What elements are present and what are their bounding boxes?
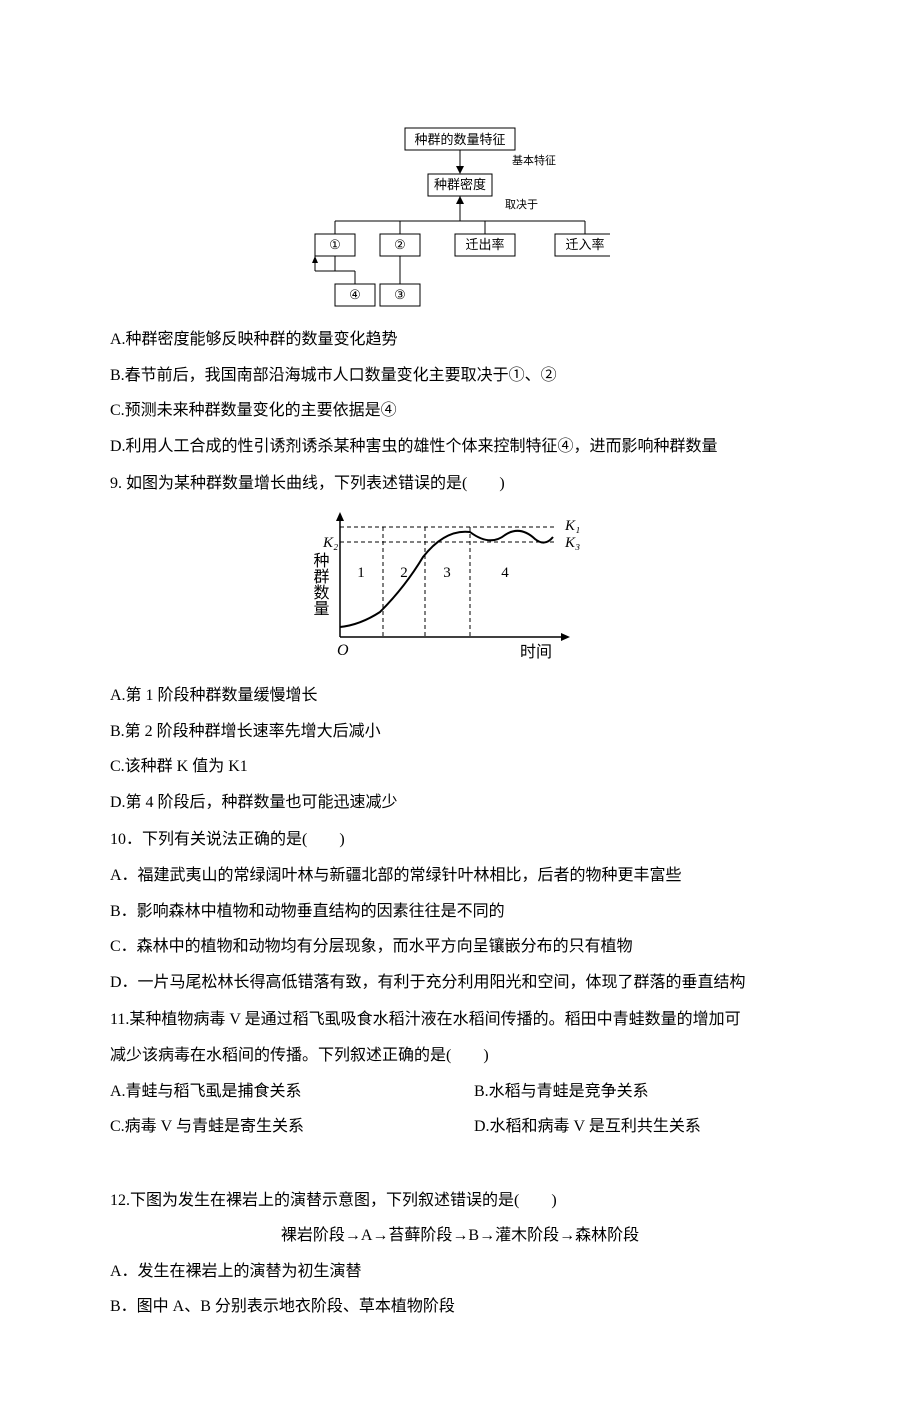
d9-ylabel: 种群数量 bbox=[311, 552, 330, 616]
d8-arrow2-label: 取决于 bbox=[505, 198, 538, 211]
q11-optB: B.水稻与青蛙是竞争关系 bbox=[474, 1075, 810, 1109]
q10-optB: B．影响森林中植物和动物垂直结构的因素往往是不同的 bbox=[110, 895, 810, 929]
q12-stem: 12.下图为发生在裸岩上的演替示意图，下列叙述错误的是( ) bbox=[110, 1184, 810, 1218]
d9-seg1: 1 bbox=[357, 565, 365, 581]
diagram-q8: 种群的数量特征 基本特征 种群密度 取决于 ① ② 迁出率 迁入率 bbox=[110, 126, 810, 311]
d9-seg2: 2 bbox=[400, 565, 408, 581]
d8-r2-2: ③ bbox=[394, 287, 406, 302]
d8-r1-4: 迁入率 bbox=[565, 237, 604, 252]
q9-optD: D.第 4 阶段后，种群数量也可能迅速减少 bbox=[110, 786, 810, 820]
q12-optB: B．图中 A、B 分别表示地衣阶段、草本植物阶段 bbox=[110, 1290, 810, 1324]
q11-optA: A.青蛙与稻飞虱是捕食关系 bbox=[110, 1075, 474, 1109]
q9-optB: B.第 2 阶段种群增长速率先增大后减小 bbox=[110, 715, 810, 749]
d9-seg3: 3 bbox=[443, 565, 451, 581]
d9-k3: K₃ bbox=[564, 535, 580, 551]
q10-optA: A．福建武夷山的常绿阔叶林与新疆北部的常绿针叶林相比，后者的物种更丰富些 bbox=[110, 859, 810, 893]
d8-r2-1: ④ bbox=[349, 287, 361, 302]
q9-optC: C.该种群 K 值为 K1 bbox=[110, 750, 810, 784]
q8-optB: B.春节前后，我国南部沿海城市人口数量变化主要取决于①、② bbox=[110, 359, 810, 393]
q12-succession: 裸岩阶段→A→苔藓阶段→B→灌木阶段→森林阶段 bbox=[110, 1219, 810, 1253]
d9-k2: K₂ bbox=[322, 535, 338, 551]
q12-optA: A．发生在裸岩上的演替为初生演替 bbox=[110, 1255, 810, 1289]
d8-box1: 种群的数量特征 bbox=[414, 132, 505, 147]
d8-box2: 种群密度 bbox=[434, 177, 486, 192]
q8-optC: C.预测未来种群数量变化的主要依据是④ bbox=[110, 394, 810, 428]
d8-r1-3: 迁出率 bbox=[465, 237, 504, 252]
q10-optD: D．一片马尾松林长得高低错落有致，有利于充分利用阳光和空间，体现了群落的垂直结构 bbox=[110, 966, 810, 1000]
d8-arrow1-label: 基本特征 bbox=[512, 153, 556, 167]
q11-optC: C.病毒 V 与青蛙是寄生关系 bbox=[110, 1110, 474, 1144]
q11-stem1: 11.某种植物病毒 V 是通过稻飞虱吸食水稻汁液在水稻间传播的。稻田中青蛙数量的… bbox=[110, 1003, 810, 1037]
q10-optC: C．森林中的植物和动物均有分层现象，而水平方向呈镶嵌分布的只有植物 bbox=[110, 930, 810, 964]
q8-optA: A.种群密度能够反映种群的数量变化趋势 bbox=[110, 323, 810, 357]
d9-xlabel: 时间 bbox=[520, 643, 552, 661]
d9-origin: O bbox=[337, 642, 349, 659]
d8-r1-1: ① bbox=[329, 237, 341, 252]
q11-optD: D.水稻和病毒 V 是互利共生关系 bbox=[474, 1110, 810, 1144]
d9-k1: K₁ bbox=[564, 518, 580, 534]
diagram-q9: 种群数量 K₂ K₁ K₃ 1 2 3 4 O 时间 bbox=[110, 507, 810, 667]
q10-stem: 10．下列有关说法正确的是( ) bbox=[110, 823, 810, 857]
q8-optD: D.利用人工合成的性引诱剂诱杀某种害虫的雄性个体来控制特征④，进而影响种群数量 bbox=[110, 430, 810, 464]
q9-optA: A.第 1 阶段种群数量缓慢增长 bbox=[110, 679, 810, 713]
d8-r1-2: ② bbox=[394, 237, 406, 252]
d9-seg4: 4 bbox=[501, 565, 509, 581]
q9-stem: 9. 如图为某种群数量增长曲线，下列表述错误的是( ) bbox=[110, 467, 810, 501]
q11-stem2: 减少该病毒在水稻间的传播。下列叙述正确的是( ) bbox=[110, 1039, 810, 1073]
